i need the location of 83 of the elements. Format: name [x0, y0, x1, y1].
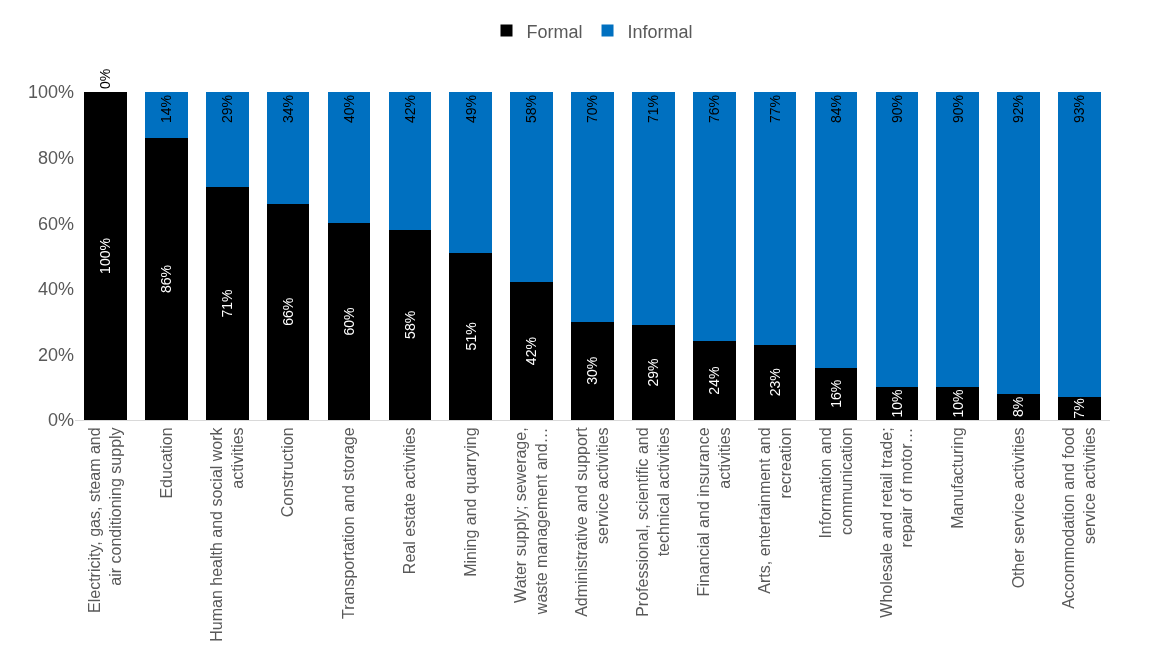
x-tick-label: Construction [279, 427, 297, 518]
y-tick-label: 80% [37, 147, 74, 168]
data-label: 10% [888, 389, 905, 418]
bar [814, 367, 858, 420]
legend-label: Formal [526, 21, 583, 42]
x-tick-label: Real estate activities [401, 427, 419, 575]
bar [692, 92, 736, 342]
bar [205, 92, 249, 188]
data-label: 23% [766, 368, 783, 397]
bar [632, 92, 675, 325]
data-label: 71% [219, 289, 236, 318]
bar [571, 92, 614, 322]
data-label: 90% [949, 95, 966, 124]
bar [753, 344, 797, 420]
data-label: 58% [523, 95, 540, 124]
data-label: 51% [462, 322, 479, 351]
data-label: 24% [706, 366, 723, 395]
bar [84, 92, 127, 420]
data-label: 14% [158, 95, 175, 124]
data-label: 71% [645, 95, 662, 124]
y-tick-label: 0% [47, 410, 74, 431]
data-label: 10% [949, 389, 966, 418]
data-label: 70% [584, 95, 601, 124]
data-label: 93% [1071, 95, 1088, 124]
data-label: 7% [1071, 398, 1088, 419]
data-label: 86% [158, 264, 175, 293]
bar [388, 92, 432, 230]
bar [814, 92, 858, 368]
bar [266, 92, 310, 204]
data-label: 40% [340, 95, 357, 124]
x-tick-label: Manufacturing [948, 427, 966, 529]
x-tick-label: Education [157, 427, 175, 499]
data-label: 76% [706, 95, 723, 124]
x-tick-label: Human health and social work activities [208, 426, 246, 642]
bar [1058, 92, 1101, 398]
data-label: 92% [1010, 95, 1027, 124]
bar [997, 92, 1040, 394]
bar [632, 324, 675, 420]
y-tick-label: 100% [27, 82, 74, 103]
bar [327, 223, 371, 420]
x-tick-label: Mining and quarrying [461, 427, 479, 577]
data-label: 42% [401, 95, 418, 124]
data-label: 29% [219, 95, 236, 124]
data-label: 29% [645, 358, 662, 387]
bar [692, 341, 736, 420]
y-tick-label: 60% [37, 213, 74, 234]
x-tick-label: Other service activities [1009, 427, 1027, 589]
y-tick-label: 40% [37, 279, 74, 300]
data-label: 0% [97, 68, 114, 89]
data-label: 66% [279, 297, 296, 326]
bar [510, 92, 553, 283]
data-label: 42% [523, 337, 540, 366]
x-tick-label: Transportation and storage [340, 427, 358, 619]
bar [510, 282, 553, 420]
data-label: 84% [827, 95, 844, 124]
bar [753, 92, 797, 345]
data-label: 58% [401, 310, 418, 339]
x-tick-label: Accommodation and food service activities [1060, 427, 1099, 609]
bar [571, 321, 614, 420]
bar [327, 92, 371, 224]
bar [145, 92, 188, 138]
bar [449, 252, 493, 420]
bar [266, 203, 310, 420]
bar [875, 92, 919, 388]
data-label: 90% [888, 95, 905, 124]
data-label: 34% [279, 95, 296, 124]
bar [205, 187, 249, 420]
data-label: 100% [97, 238, 114, 274]
data-label: 8% [1010, 396, 1027, 417]
bar [449, 92, 493, 253]
data-label: 49% [462, 95, 479, 124]
data-label: 77% [766, 95, 783, 124]
x-tick-label: Water supply; sewerage, waste management and… [512, 427, 551, 616]
x-tick-label: Electricity, gas, steam and air conditioning supply [86, 427, 125, 613]
bar [388, 229, 432, 420]
data-label: 30% [584, 356, 601, 385]
legend-label: Informal [627, 21, 693, 42]
y-tick-label: 20% [37, 344, 74, 365]
bar [145, 137, 188, 420]
bar [936, 92, 980, 388]
data-label: 16% [827, 379, 844, 408]
data-label: 60% [340, 307, 357, 336]
x-tick-label: Wholesale and retail trade; repair of motor… [877, 427, 916, 618]
